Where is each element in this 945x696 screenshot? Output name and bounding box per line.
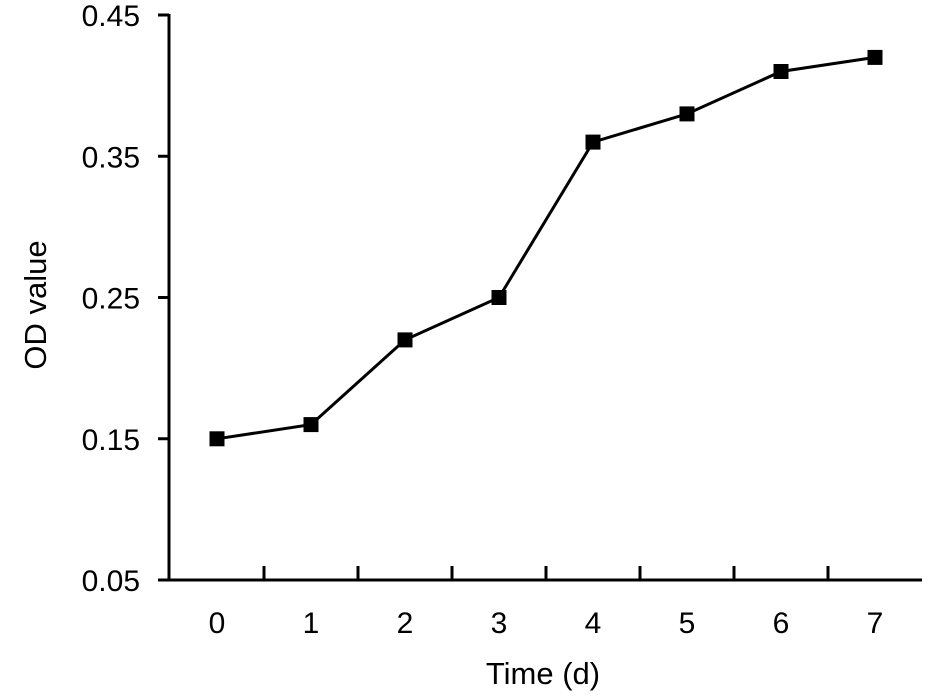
x-tick-label: 4 — [585, 607, 602, 640]
data-point-marker — [867, 49, 883, 65]
y-tick-label: 0.25 — [82, 283, 140, 316]
data-point-marker — [679, 106, 695, 122]
series-line — [216, 55, 876, 441]
data-point-marker — [397, 332, 413, 348]
series-group — [209, 49, 883, 447]
y-tick-label: 0.35 — [82, 141, 140, 174]
data-point-marker — [773, 64, 789, 79]
x-ticks: 0 1 2 3 4 5 6 7 — [209, 566, 884, 640]
data-point-marker — [585, 134, 601, 150]
y-tick-label: 0.45 — [82, 0, 140, 33]
x-tick-label: 1 — [303, 607, 320, 640]
x-tick-label: 0 — [209, 607, 226, 640]
data-point-marker — [303, 417, 319, 433]
y-tick-label: 0.05 — [82, 565, 140, 598]
data-point-marker — [209, 431, 225, 447]
x-tick-label: 7 — [867, 607, 884, 640]
axes — [167, 14, 922, 582]
y-axis-title: OD value — [18, 240, 53, 369]
x-axis-title: Time (d) — [486, 656, 600, 691]
y-ticks: 0.05 0.15 0.25 0.35 0.45 — [82, 0, 169, 598]
x-tick-label: 3 — [491, 607, 508, 640]
x-tick-label: 6 — [773, 607, 790, 640]
y-tick-label: 0.15 — [82, 424, 140, 457]
x-tick-label: 5 — [679, 607, 696, 640]
data-point-marker — [491, 290, 507, 305]
x-tick-label: 2 — [397, 607, 414, 640]
